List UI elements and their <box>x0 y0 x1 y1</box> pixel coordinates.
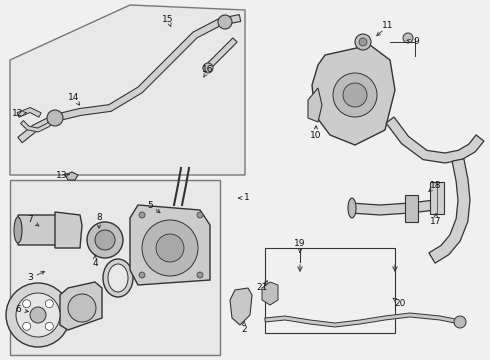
Polygon shape <box>265 313 461 327</box>
Bar <box>430 182 444 214</box>
Ellipse shape <box>14 217 22 243</box>
Circle shape <box>197 272 203 278</box>
Polygon shape <box>10 5 245 175</box>
Ellipse shape <box>348 198 356 218</box>
Polygon shape <box>65 172 78 180</box>
Text: 19: 19 <box>294 239 306 248</box>
Text: 9: 9 <box>413 37 419 46</box>
Circle shape <box>47 110 63 126</box>
Circle shape <box>68 294 96 322</box>
Polygon shape <box>203 38 237 72</box>
Polygon shape <box>230 288 252 325</box>
Text: 15: 15 <box>162 14 174 23</box>
Ellipse shape <box>103 259 133 297</box>
Circle shape <box>45 300 53 308</box>
Text: 11: 11 <box>382 22 394 31</box>
Circle shape <box>6 283 70 347</box>
Polygon shape <box>312 45 395 145</box>
Text: 7: 7 <box>27 216 33 225</box>
Text: 1: 1 <box>244 194 250 202</box>
Polygon shape <box>55 212 82 248</box>
Polygon shape <box>429 159 470 263</box>
Text: 2: 2 <box>241 325 247 334</box>
Text: 18: 18 <box>430 181 442 190</box>
Polygon shape <box>21 117 56 132</box>
Text: 6: 6 <box>15 306 21 315</box>
Circle shape <box>23 322 31 330</box>
Polygon shape <box>130 205 210 285</box>
Circle shape <box>95 230 115 250</box>
Polygon shape <box>60 282 102 330</box>
Text: 16: 16 <box>202 66 214 75</box>
Circle shape <box>403 33 413 43</box>
Circle shape <box>139 272 145 278</box>
Circle shape <box>359 38 367 46</box>
Text: 14: 14 <box>68 94 80 103</box>
Circle shape <box>197 212 203 218</box>
Circle shape <box>23 300 31 308</box>
Circle shape <box>139 212 145 218</box>
Text: 4: 4 <box>92 258 98 267</box>
Circle shape <box>218 15 232 29</box>
Polygon shape <box>350 200 436 215</box>
Circle shape <box>333 73 377 117</box>
Circle shape <box>45 322 53 330</box>
Polygon shape <box>18 215 60 245</box>
Text: 10: 10 <box>310 131 322 140</box>
Text: 21: 21 <box>256 284 268 292</box>
Text: 8: 8 <box>96 213 102 222</box>
Circle shape <box>454 316 466 328</box>
Circle shape <box>343 83 367 107</box>
Circle shape <box>156 234 184 262</box>
Bar <box>10 180 220 355</box>
Polygon shape <box>17 108 41 117</box>
Text: 12: 12 <box>12 109 24 118</box>
Circle shape <box>16 293 60 337</box>
Bar <box>265 248 395 333</box>
Polygon shape <box>405 195 418 222</box>
Text: 3: 3 <box>27 274 33 283</box>
Ellipse shape <box>108 264 128 292</box>
Polygon shape <box>386 117 484 163</box>
Circle shape <box>203 63 213 73</box>
Text: 5: 5 <box>147 201 153 210</box>
Circle shape <box>30 307 46 323</box>
Circle shape <box>142 220 198 276</box>
Text: 17: 17 <box>430 217 442 226</box>
Circle shape <box>355 34 371 50</box>
Polygon shape <box>18 14 241 143</box>
Polygon shape <box>262 282 278 305</box>
Text: 20: 20 <box>394 298 406 307</box>
Circle shape <box>87 222 123 258</box>
Text: 13: 13 <box>56 171 68 180</box>
Ellipse shape <box>431 195 439 215</box>
Polygon shape <box>308 88 322 122</box>
